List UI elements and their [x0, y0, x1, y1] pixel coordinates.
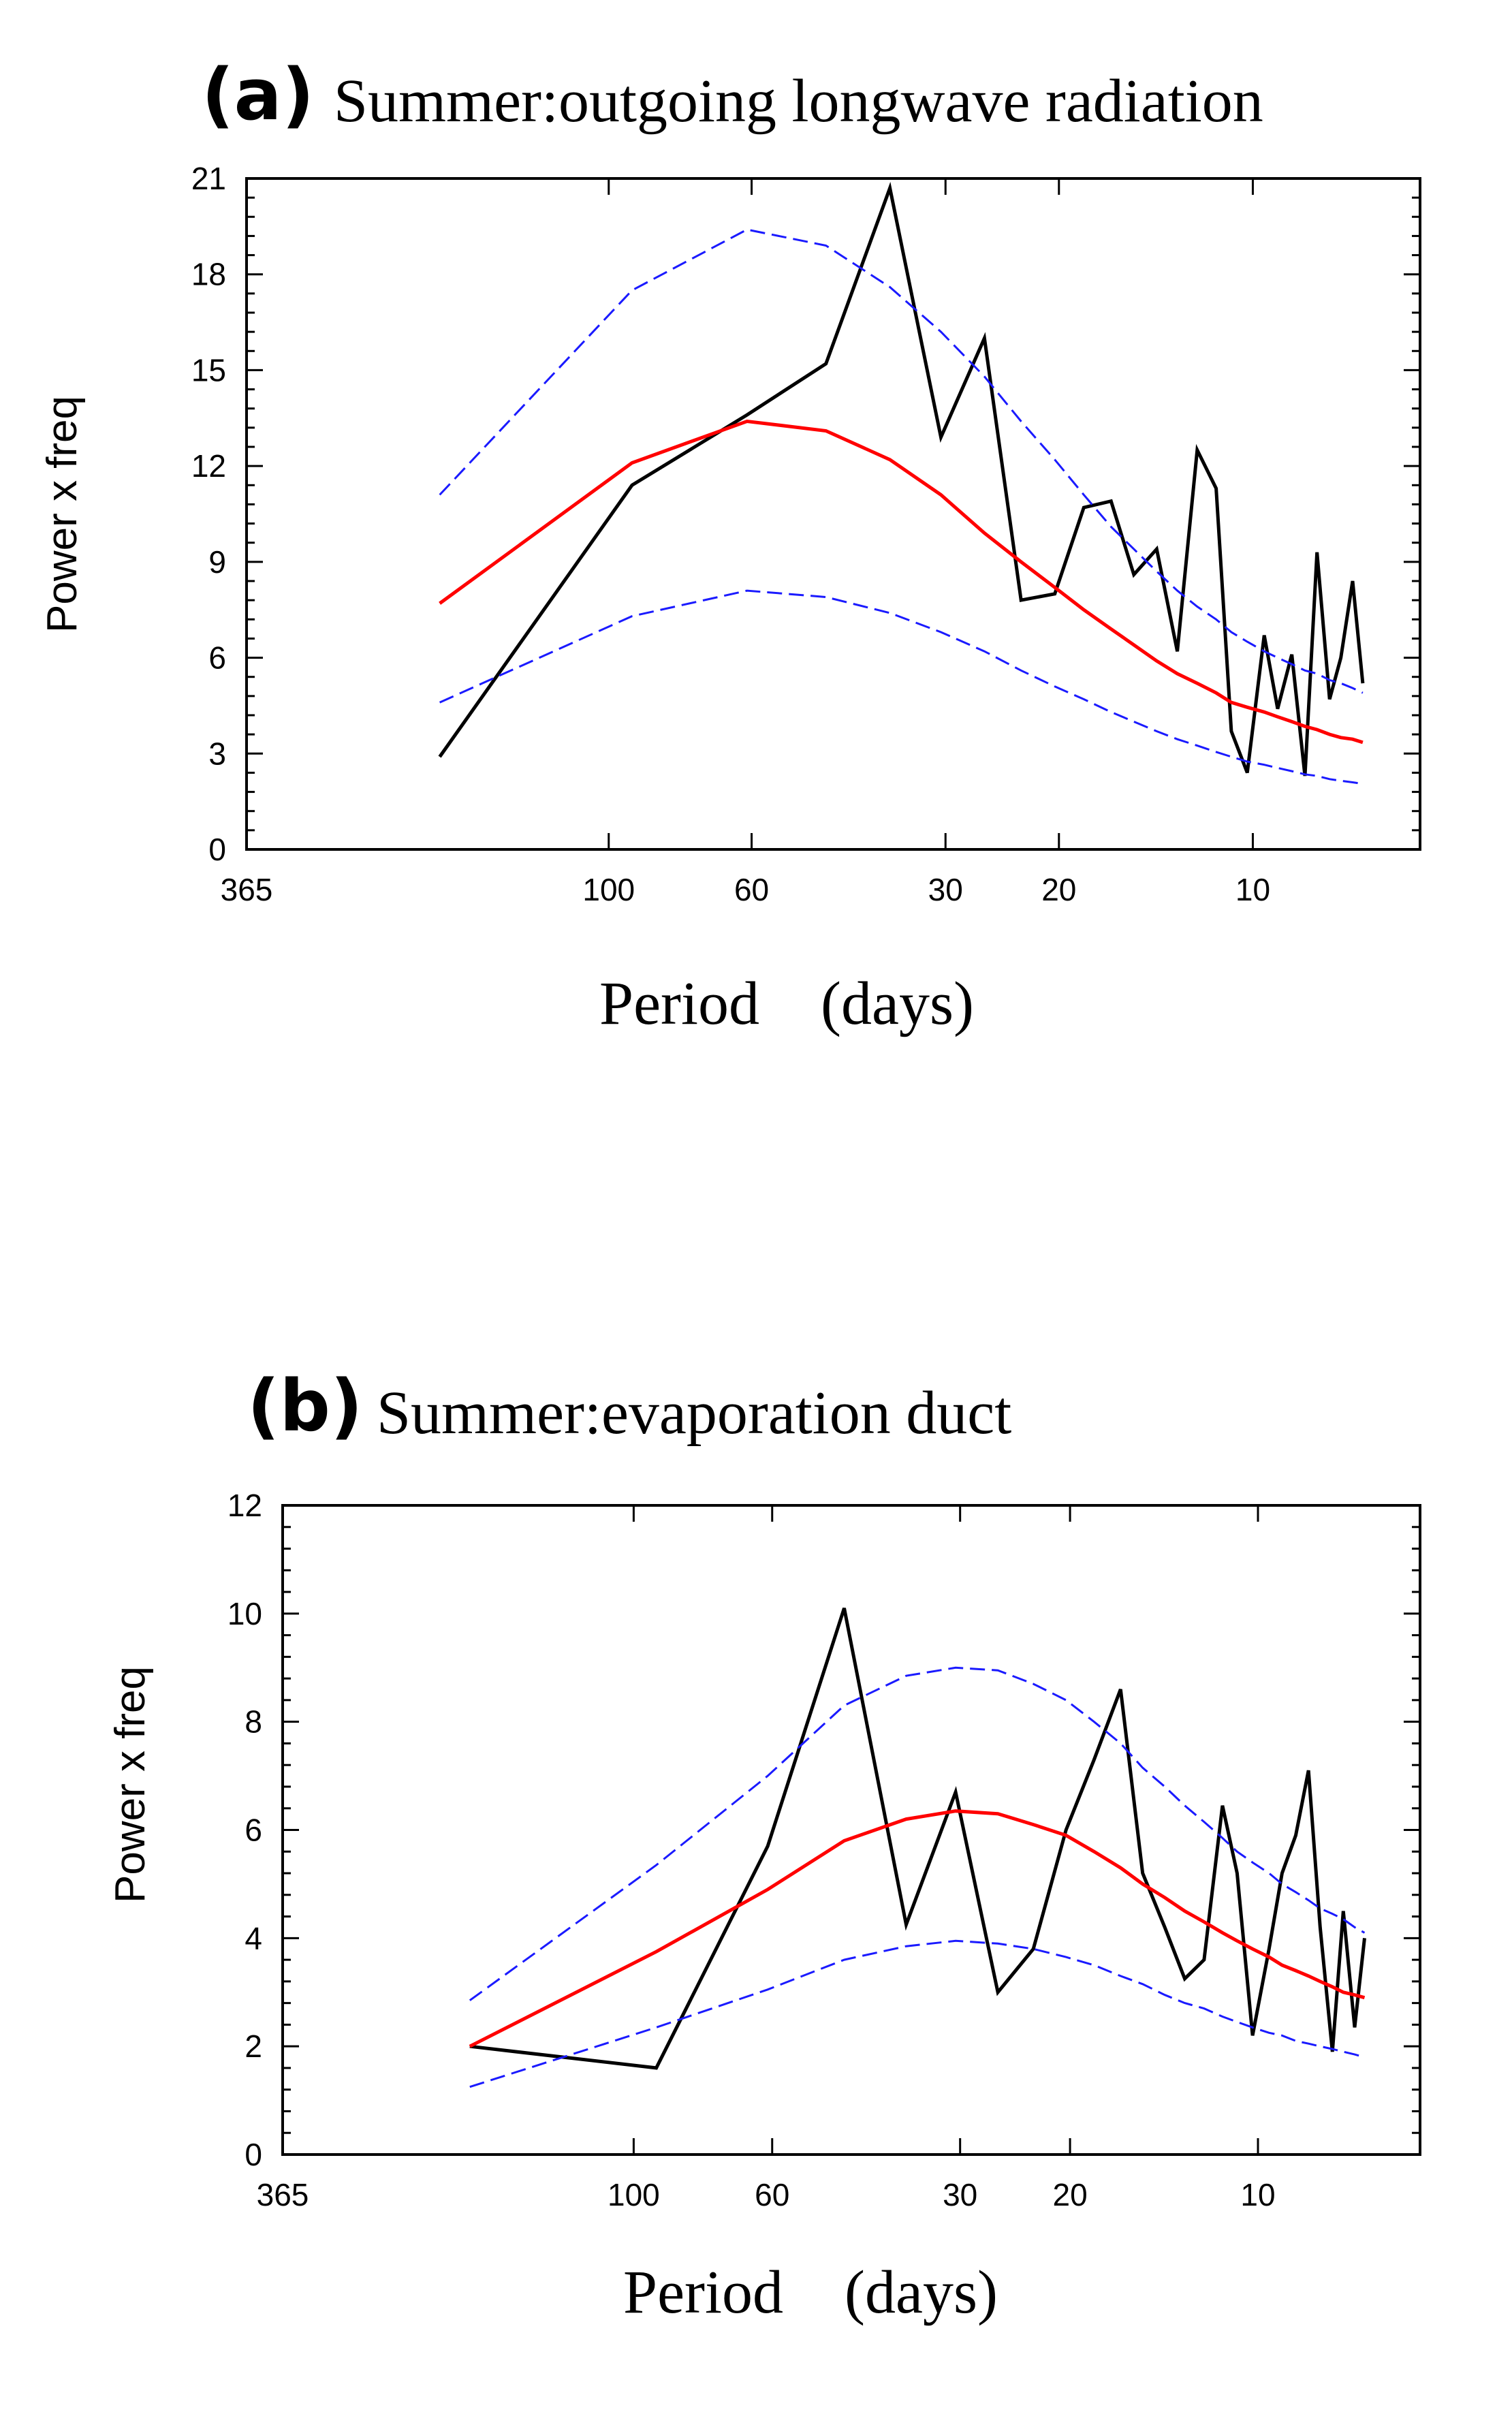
plot-frame: [281, 1504, 1421, 2156]
x-tick-label: 20: [1041, 872, 1076, 907]
panel-b-label: (b): [247, 1364, 363, 1447]
series-line-spectrum: [438, 181, 1365, 777]
series-line-red-noise: [469, 1809, 1366, 2048]
y-tick-label: 21: [191, 161, 226, 196]
x-tick-label: 20: [1053, 2177, 1088, 2212]
y-tick-label: 10: [227, 1596, 262, 1631]
series-line-upper-confidence: [439, 228, 1364, 694]
y-tick-label: 6: [245, 1813, 262, 1848]
panel-a-x-label: Period (days): [599, 970, 974, 1037]
series-line-red-noise: [439, 419, 1364, 745]
panel-b-x-label: Period (days): [623, 2259, 998, 2326]
series-line-lower-confidence: [469, 1939, 1365, 2088]
y-tick-label: 4: [245, 1920, 262, 1956]
x-tick-label: 10: [1240, 2177, 1275, 2212]
x-tick-label: 60: [734, 872, 769, 907]
panel-b: (b) Summer:evaporation duct 0 2 4 6 8 10 12 365…: [107, 1364, 1421, 2326]
panel-b-y-label: Power x freq: [107, 1666, 154, 1903]
x-tick-label: 10: [1235, 872, 1270, 907]
panel-b-plot: 0 2 4 6 8 10 12 365 100 60 30 20 10: [227, 1488, 1421, 2212]
x-tick-label: 365: [221, 872, 273, 907]
x-tick-label: 100: [608, 2177, 660, 2212]
x-tick-label: 100: [582, 872, 635, 907]
panel-a-plot: 0 3 6 9 12 15 18 21 365 100 60 30 20 10: [191, 161, 1421, 907]
x-tick-label: 60: [755, 2177, 789, 2212]
y-tick-label: 0: [208, 832, 226, 867]
y-tick-label: 12: [191, 448, 226, 484]
x-tick-label: 30: [928, 872, 963, 907]
y-tick-label: 0: [245, 2137, 262, 2172]
x-tick-label: 30: [943, 2177, 977, 2212]
series-line-spectrum: [469, 1608, 1366, 2070]
y-tick-label: 18: [191, 257, 226, 292]
panel-b-title: Summer:evaporation duct: [377, 1379, 1011, 1447]
y-tick-label: 3: [208, 736, 226, 771]
y-tick-label: 12: [227, 1488, 262, 1523]
y-tick-label: 8: [245, 1704, 262, 1740]
series-line-upper-confidence: [469, 1666, 1366, 2001]
x-tick-label: 365: [257, 2177, 309, 2212]
panel-a-label: (a): [202, 53, 314, 136]
plot-frame: [245, 177, 1421, 851]
y-tick-label: 2: [245, 2029, 262, 2064]
y-tick-label: 9: [208, 544, 226, 580]
panel-a-title: Summer:outgoing longwave radiation: [334, 67, 1263, 135]
y-tick-label: 15: [191, 352, 226, 388]
series-line-lower-confidence: [439, 589, 1364, 785]
panel-a: (a) Summer:outgoing longwave radiation 0…: [39, 53, 1421, 1037]
y-tick-label: 6: [208, 640, 226, 676]
panel-a-y-label: Power x freq: [39, 396, 86, 633]
